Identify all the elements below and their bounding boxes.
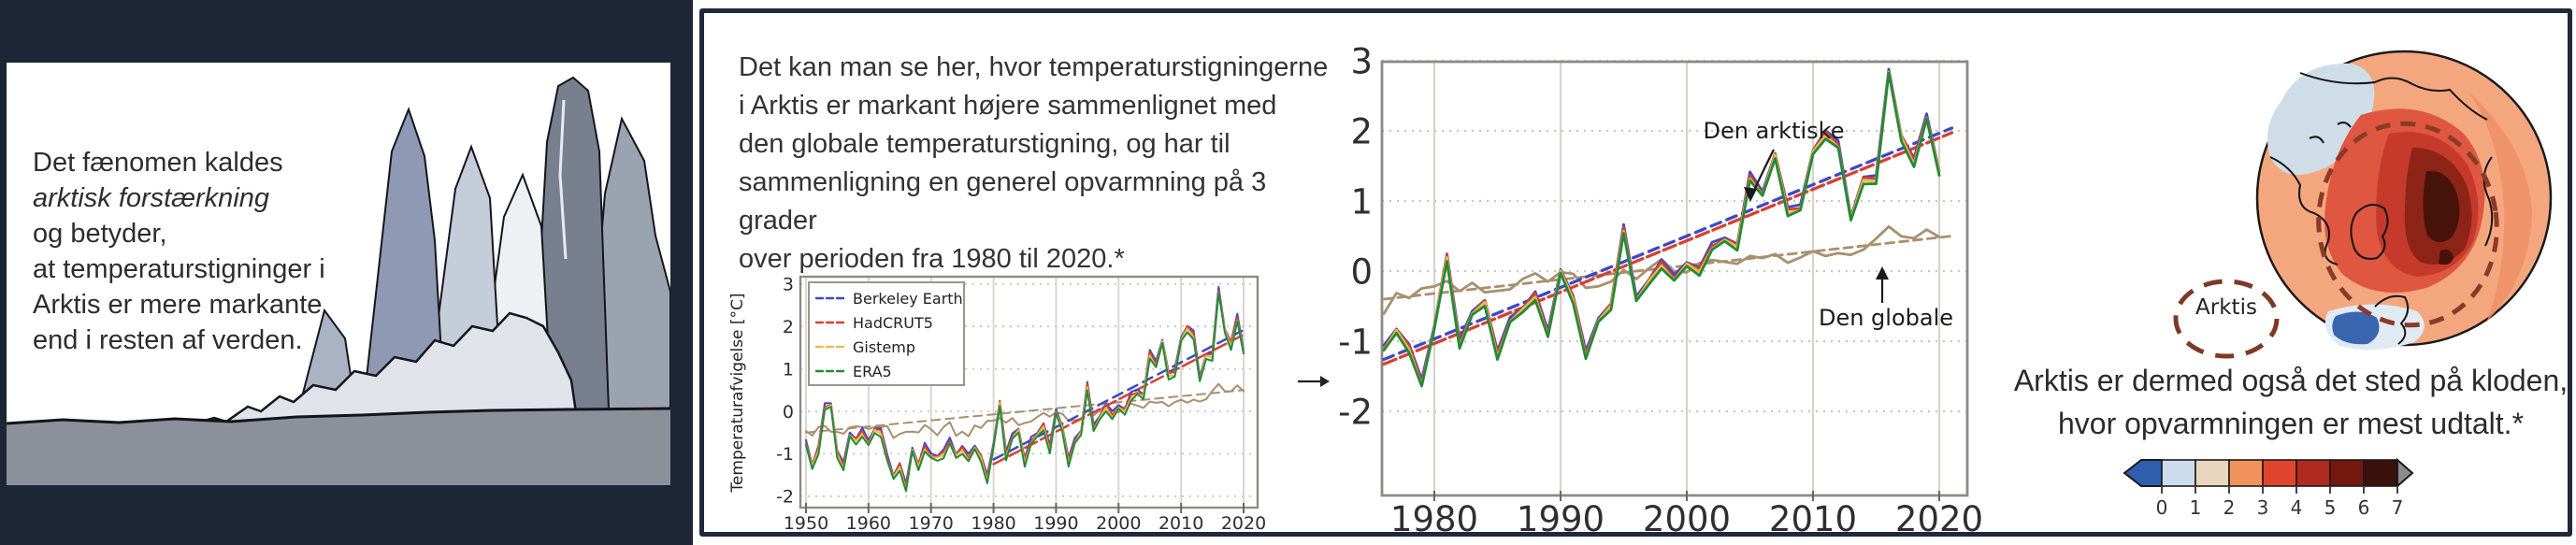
svg-text:7: 7 — [2392, 496, 2404, 519]
svg-text:Den arktiske: Den arktiske — [1704, 118, 1845, 144]
small-temperature-chart: 1950 1960 1970 1980 1990 2000 2010 2020 3 2 1 0 -1 -2… — [728, 275, 1266, 534]
svg-text:1970: 1970 — [909, 513, 954, 534]
svg-text:3: 3 — [783, 275, 794, 295]
svg-text:1960: 1960 — [846, 513, 891, 534]
svg-text:2020: 2020 — [1221, 513, 1266, 534]
svg-text:3: 3 — [1350, 41, 1373, 81]
svg-text:2010: 2010 — [1769, 499, 1857, 533]
svg-text:2010: 2010 — [1158, 513, 1203, 534]
svg-text:1980: 1980 — [1390, 499, 1478, 533]
svg-text:1: 1 — [1350, 181, 1373, 222]
svg-text:2: 2 — [1350, 111, 1373, 151]
glacier-illustration — [7, 76, 670, 485]
svg-text:4: 4 — [2291, 496, 2303, 519]
left-card: Det fænomen kaldes arktisk forstærkning og… — [7, 63, 670, 485]
svg-text:1990: 1990 — [1033, 513, 1078, 534]
svg-text:6: 6 — [2358, 496, 2370, 519]
svg-text:0: 0 — [783, 402, 794, 423]
svg-text:0: 0 — [1350, 251, 1373, 292]
right-panel — [699, 8, 2572, 537]
intro-text: Det fænomen kaldes arktisk forstærkning og… — [33, 148, 325, 355]
explanation-text: Det kan man se her, hvor temperaturstign… — [739, 52, 1329, 274]
svg-text:Gistemp: Gistemp — [853, 338, 915, 356]
svg-text:1990: 1990 — [1517, 499, 1605, 533]
left-panel: Det fænomen kaldes arktisk forstærkning og… — [0, 0, 693, 545]
svg-text:1: 1 — [2190, 496, 2202, 519]
arktis-label-ring — [2173, 279, 2280, 359]
svg-text:2000: 2000 — [1096, 513, 1141, 534]
svg-text:1: 1 — [783, 359, 794, 380]
arktis-label: Arktis — [2195, 295, 2257, 320]
svg-text:-2: -2 — [776, 487, 794, 508]
coastlines-decoration — [2269, 72, 2494, 345]
svg-text:3: 3 — [2257, 496, 2269, 519]
svg-text:ERA5: ERA5 — [853, 363, 892, 380]
svg-text:HadCRUT5: HadCRUT5 — [853, 314, 933, 332]
svg-text:2020: 2020 — [1895, 499, 1982, 533]
svg-text:0: 0 — [2156, 496, 2168, 519]
arctic-map: Arktis — [2173, 50, 2553, 359]
big-temperature-chart: 1980 1990 2000 2010 2020 3 2 1 0 -1 -2 Den arktiske… — [1338, 41, 1982, 533]
svg-text:2000: 2000 — [1643, 499, 1731, 533]
svg-text:Temperaturafvigelse [°C]: Temperaturafvigelse [°C] — [728, 293, 747, 493]
svg-text:2: 2 — [783, 317, 794, 337]
flow-arrow-icon — [1298, 376, 1330, 387]
svg-text:-2: -2 — [1338, 392, 1373, 432]
svg-text:Berkeley Earth: Berkeley Earth — [853, 290, 963, 308]
svg-text:5: 5 — [2324, 496, 2337, 519]
svg-text:-1: -1 — [1338, 322, 1373, 362]
svg-text:1980: 1980 — [971, 513, 1015, 534]
svg-text:1950: 1950 — [784, 513, 828, 534]
svg-text:Den globale: Den globale — [1819, 305, 1953, 331]
conclusion-text: Arktis er dermed også det sted på kloden… — [2013, 364, 2569, 440]
svg-text:-1: -1 — [776, 444, 794, 465]
svg-text:2: 2 — [2223, 496, 2236, 519]
